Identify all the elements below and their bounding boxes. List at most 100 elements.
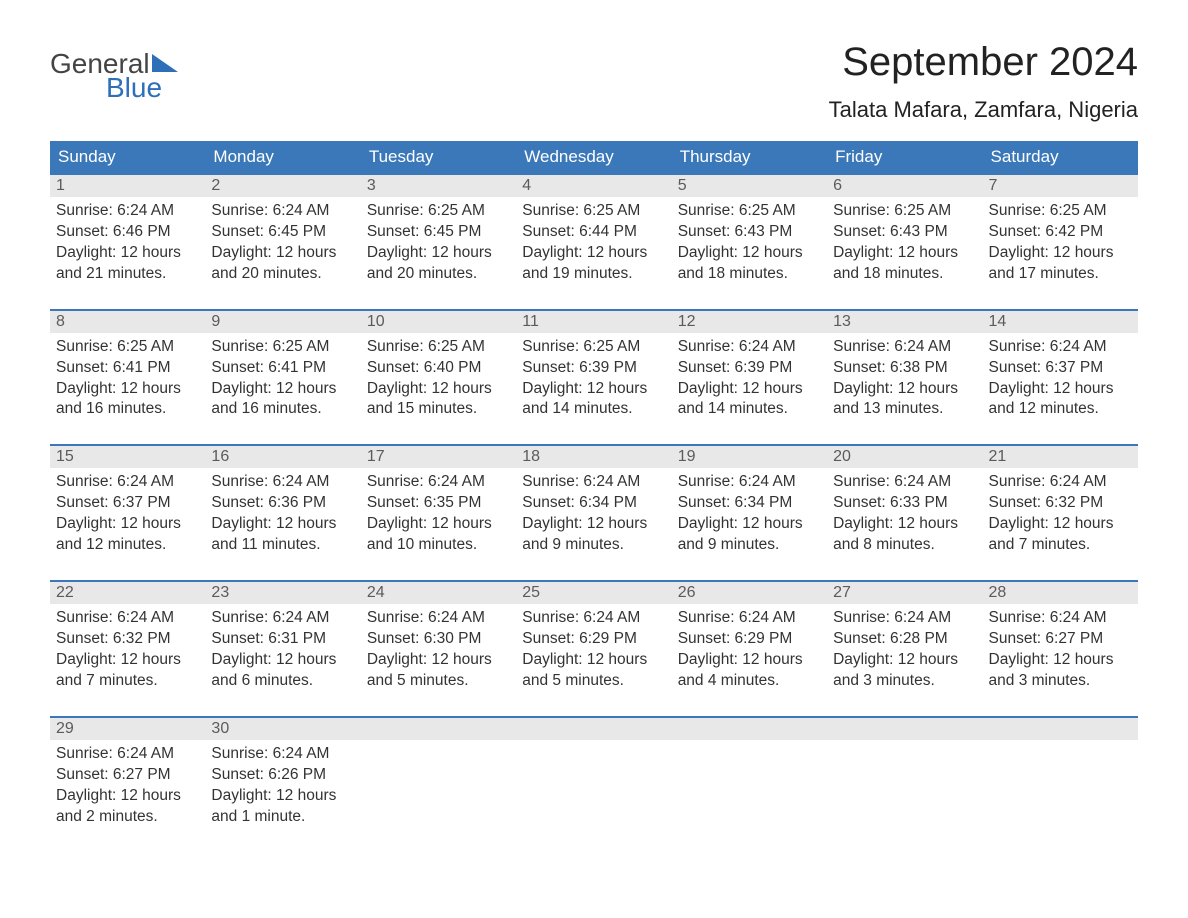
day-info: Sunrise: 6:24 AMSunset: 6:31 PMDaylight:… — [205, 604, 360, 692]
day-cell: 12Sunrise: 6:24 AMSunset: 6:39 PMDayligh… — [672, 311, 827, 427]
daylight-line: Daylight: 12 hours and 7 minutes. — [56, 650, 199, 692]
day-info: Sunrise: 6:24 AMSunset: 6:32 PMDaylight:… — [983, 468, 1138, 556]
day-info: Sunrise: 6:25 AMSunset: 6:41 PMDaylight:… — [50, 333, 205, 421]
day-info: Sunrise: 6:24 AMSunset: 6:30 PMDaylight:… — [361, 604, 516, 692]
day-info: Sunrise: 6:24 AMSunset: 6:26 PMDaylight:… — [205, 740, 360, 828]
sunset-line: Sunset: 6:30 PM — [367, 629, 510, 650]
sunrise-line: Sunrise: 6:24 AM — [211, 608, 354, 629]
sunset-line: Sunset: 6:41 PM — [211, 358, 354, 379]
day-number: 26 — [672, 582, 827, 604]
day-cell: 27Sunrise: 6:24 AMSunset: 6:28 PMDayligh… — [827, 582, 982, 698]
daylight-line: Daylight: 12 hours and 1 minute. — [211, 786, 354, 828]
day-number: 13 — [827, 311, 982, 333]
day-info: Sunrise: 6:24 AMSunset: 6:27 PMDaylight:… — [50, 740, 205, 828]
sunrise-line: Sunrise: 6:24 AM — [522, 472, 665, 493]
day-cell: 6Sunrise: 6:25 AMSunset: 6:43 PMDaylight… — [827, 175, 982, 291]
logo-flag-icon — [152, 54, 178, 72]
day-info: Sunrise: 6:25 AMSunset: 6:43 PMDaylight:… — [672, 197, 827, 285]
daylight-line: Daylight: 12 hours and 11 minutes. — [211, 514, 354, 556]
dow-cell: Saturday — [983, 141, 1138, 173]
logo-text: General Blue — [50, 50, 178, 102]
day-number: 19 — [672, 446, 827, 468]
day-info: Sunrise: 6:25 AMSunset: 6:43 PMDaylight:… — [827, 197, 982, 285]
daylight-line: Daylight: 12 hours and 12 minutes. — [56, 514, 199, 556]
daylight-line: Daylight: 12 hours and 19 minutes. — [522, 243, 665, 285]
day-number: 18 — [516, 446, 671, 468]
daylight-line: Daylight: 12 hours and 20 minutes. — [367, 243, 510, 285]
week-row: 22Sunrise: 6:24 AMSunset: 6:32 PMDayligh… — [50, 580, 1138, 698]
daylight-line: Daylight: 12 hours and 4 minutes. — [678, 650, 821, 692]
day-number: 8 — [50, 311, 205, 333]
day-number: 28 — [983, 582, 1138, 604]
sunrise-line: Sunrise: 6:25 AM — [56, 337, 199, 358]
sunrise-line: Sunrise: 6:25 AM — [989, 201, 1132, 222]
location: Talata Mafara, Zamfara, Nigeria — [829, 97, 1138, 123]
day-info: Sunrise: 6:25 AMSunset: 6:45 PMDaylight:… — [361, 197, 516, 285]
dow-cell: Tuesday — [361, 141, 516, 173]
day-cell: 29Sunrise: 6:24 AMSunset: 6:27 PMDayligh… — [50, 718, 205, 834]
daylight-line: Daylight: 12 hours and 7 minutes. — [989, 514, 1132, 556]
header: General Blue September 2024 Talata Mafar… — [50, 40, 1138, 133]
day-cell: 24Sunrise: 6:24 AMSunset: 6:30 PMDayligh… — [361, 582, 516, 698]
daylight-line: Daylight: 12 hours and 10 minutes. — [367, 514, 510, 556]
sunrise-line: Sunrise: 6:24 AM — [56, 608, 199, 629]
sunrise-line: Sunrise: 6:24 AM — [833, 337, 976, 358]
logo-word-blue: Blue — [106, 74, 178, 102]
sunset-line: Sunset: 6:39 PM — [522, 358, 665, 379]
sunset-line: Sunset: 6:34 PM — [522, 493, 665, 514]
day-cell: 9Sunrise: 6:25 AMSunset: 6:41 PMDaylight… — [205, 311, 360, 427]
day-cell: 14Sunrise: 6:24 AMSunset: 6:37 PMDayligh… — [983, 311, 1138, 427]
day-number: 3 — [361, 175, 516, 197]
calendar: SundayMondayTuesdayWednesdayThursdayFrid… — [50, 141, 1138, 833]
sunset-line: Sunset: 6:34 PM — [678, 493, 821, 514]
sunrise-line: Sunrise: 6:24 AM — [367, 608, 510, 629]
sunrise-line: Sunrise: 6:24 AM — [833, 472, 976, 493]
day-cell: 20Sunrise: 6:24 AMSunset: 6:33 PMDayligh… — [827, 446, 982, 562]
daylight-line: Daylight: 12 hours and 2 minutes. — [56, 786, 199, 828]
day-number: 24 — [361, 582, 516, 604]
day-number — [516, 718, 671, 740]
sunrise-line: Sunrise: 6:24 AM — [989, 472, 1132, 493]
sunset-line: Sunset: 6:42 PM — [989, 222, 1132, 243]
sunrise-line: Sunrise: 6:24 AM — [522, 608, 665, 629]
sunset-line: Sunset: 6:35 PM — [367, 493, 510, 514]
day-info: Sunrise: 6:24 AMSunset: 6:29 PMDaylight:… — [672, 604, 827, 692]
day-number — [827, 718, 982, 740]
sunrise-line: Sunrise: 6:24 AM — [678, 472, 821, 493]
sunset-line: Sunset: 6:37 PM — [56, 493, 199, 514]
day-info: Sunrise: 6:25 AMSunset: 6:40 PMDaylight:… — [361, 333, 516, 421]
day-number: 22 — [50, 582, 205, 604]
day-info: Sunrise: 6:24 AMSunset: 6:38 PMDaylight:… — [827, 333, 982, 421]
day-info: Sunrise: 6:24 AMSunset: 6:34 PMDaylight:… — [672, 468, 827, 556]
day-info: Sunrise: 6:24 AMSunset: 6:28 PMDaylight:… — [827, 604, 982, 692]
day-number: 1 — [50, 175, 205, 197]
day-number: 11 — [516, 311, 671, 333]
sunrise-line: Sunrise: 6:24 AM — [56, 201, 199, 222]
day-info: Sunrise: 6:24 AMSunset: 6:37 PMDaylight:… — [983, 333, 1138, 421]
day-number: 5 — [672, 175, 827, 197]
day-number: 30 — [205, 718, 360, 740]
day-info: Sunrise: 6:25 AMSunset: 6:42 PMDaylight:… — [983, 197, 1138, 285]
sunrise-line: Sunrise: 6:24 AM — [211, 744, 354, 765]
sunrise-line: Sunrise: 6:24 AM — [989, 608, 1132, 629]
sunrise-line: Sunrise: 6:24 AM — [989, 337, 1132, 358]
sunset-line: Sunset: 6:33 PM — [833, 493, 976, 514]
daylight-line: Daylight: 12 hours and 15 minutes. — [367, 379, 510, 421]
sunset-line: Sunset: 6:27 PM — [56, 765, 199, 786]
daylight-line: Daylight: 12 hours and 5 minutes. — [367, 650, 510, 692]
day-cell: 11Sunrise: 6:25 AMSunset: 6:39 PMDayligh… — [516, 311, 671, 427]
sunset-line: Sunset: 6:29 PM — [522, 629, 665, 650]
day-number: 16 — [205, 446, 360, 468]
sunrise-line: Sunrise: 6:24 AM — [367, 472, 510, 493]
day-number: 27 — [827, 582, 982, 604]
day-cell: 7Sunrise: 6:25 AMSunset: 6:42 PMDaylight… — [983, 175, 1138, 291]
sunrise-line: Sunrise: 6:24 AM — [833, 608, 976, 629]
day-cell — [516, 718, 671, 834]
day-cell: 10Sunrise: 6:25 AMSunset: 6:40 PMDayligh… — [361, 311, 516, 427]
day-number: 29 — [50, 718, 205, 740]
day-of-week-header: SundayMondayTuesdayWednesdayThursdayFrid… — [50, 141, 1138, 173]
day-cell: 3Sunrise: 6:25 AMSunset: 6:45 PMDaylight… — [361, 175, 516, 291]
dow-cell: Sunday — [50, 141, 205, 173]
day-cell: 22Sunrise: 6:24 AMSunset: 6:32 PMDayligh… — [50, 582, 205, 698]
sunset-line: Sunset: 6:40 PM — [367, 358, 510, 379]
